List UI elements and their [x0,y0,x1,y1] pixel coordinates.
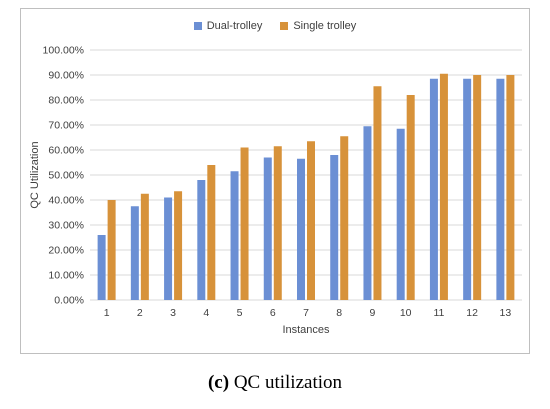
bar-dual-trolley [230,171,239,300]
y-tick-label: 70.00% [48,120,84,132]
x-tick-label: 9 [370,307,376,319]
legend-label-dual-trolley: Dual-trolley [206,20,263,32]
bar-dual-trolley [330,155,339,300]
bar-dual-trolley [496,78,505,300]
legend-label-single-trolley: Single trolley [293,20,357,32]
bar-dual-trolley [297,158,305,300]
y-tick-label: 10.00% [48,270,84,282]
y-axis-title: QC Utilization [29,141,41,208]
y-tick-label: 0.00% [54,295,84,307]
bar-dual-trolley [463,78,472,300]
y-tick-label: 60.00% [48,145,84,157]
x-tick-label: 10 [400,307,412,319]
bar-dual-trolley [429,78,438,300]
x-tick-label: 12 [466,307,478,319]
legend-item-dual-trolley: Dual-trolley [193,20,263,32]
x-tick-label: 2 [137,307,143,319]
bar-dual-trolley [263,157,272,300]
bar-single-trolley [140,193,149,300]
caption-text: QC utilization [233,372,343,393]
bar-single-trolley [406,95,415,300]
y-tick-label: 90.00% [48,70,84,82]
bar-single-trolley [340,136,349,300]
x-tick-label: 3 [170,307,176,319]
bar-single-trolley [107,200,116,300]
bar-dual-trolley [97,235,106,300]
bar-dual-trolley [363,126,372,300]
bar-single-trolley [473,75,482,300]
legend-swatch-single-trolley [280,22,289,30]
bar-dual-trolley [396,128,405,300]
bar-single-trolley [273,146,282,300]
legend: Dual-trolley Single trolley [0,20,550,32]
x-axis-title: Instances [282,324,330,336]
bar-dual-trolley [130,206,139,300]
bar-single-trolley [174,191,183,300]
x-tick-label: 1 [104,307,110,319]
bar-single-trolley [240,147,249,300]
bar-single-trolley [373,86,382,300]
chart-svg: 0.00% 10.00% 20.00% 30.00% 40.00% 50.00% 60.00… [29,45,522,336]
bar-dual-trolley [164,197,173,300]
bar-single-trolley [307,141,315,300]
y-tick-label: 50.00% [48,170,84,182]
x-tick-label: 7 [303,307,309,319]
bar-single-trolley [506,75,515,300]
x-tick-label: 11 [433,307,444,319]
bar-single-trolley [207,165,216,300]
y-tick-label: 30.00% [48,220,84,232]
x-tick-label: 5 [237,307,243,319]
y-tick-label: 100.00% [43,45,84,57]
x-tick-label: 4 [203,307,209,319]
x-tick-label: 13 [500,307,512,319]
bar-single-trolley [439,73,448,300]
x-tick-label: 6 [270,307,276,319]
legend-item-single-trolley: Single trolley [280,20,356,32]
y-tick-label: 20.00% [48,245,84,257]
caption-letter: (c) [207,372,230,393]
x-tick-label: 8 [336,307,342,319]
legend-swatch-dual-trolley [193,22,202,30]
bar-dual-trolley [197,180,206,300]
y-tick-label: 40.00% [48,195,84,207]
y-tick-label: 80.00% [48,95,84,107]
figure-caption: (c) QC utilization [0,372,550,394]
